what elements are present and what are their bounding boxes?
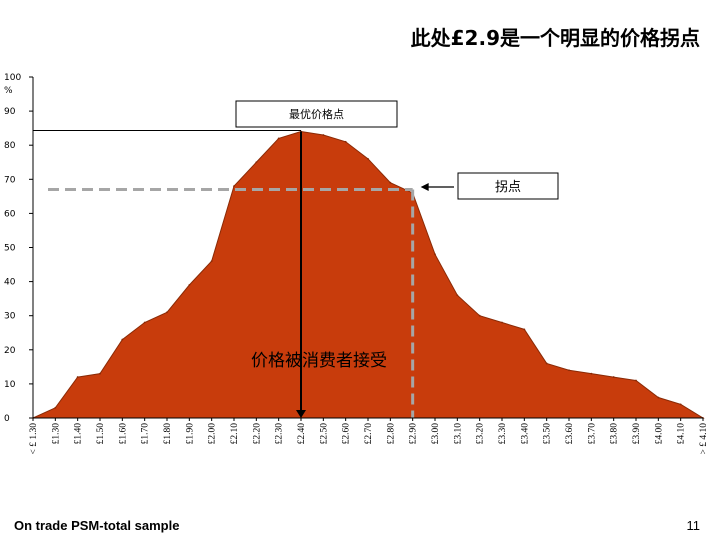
y-tick-label: 80 xyxy=(4,141,16,151)
optimal-arrow-head xyxy=(296,410,306,418)
x-tick-label: £3.00 xyxy=(431,423,441,445)
x-tick-label: £3.80 xyxy=(610,423,620,445)
data-point xyxy=(434,253,436,256)
y-tick-label: 20 xyxy=(4,346,16,356)
x-tick-label: £1.50 xyxy=(96,423,106,445)
x-tick-label: £1.60 xyxy=(118,423,128,445)
y-tick-label: 90 xyxy=(4,107,16,117)
data-point xyxy=(612,376,615,378)
data-point xyxy=(590,372,593,375)
x-tick-label: £3.90 xyxy=(632,423,642,445)
data-point xyxy=(367,157,369,160)
y-tick-label: 0 xyxy=(4,414,10,424)
optimal-label: 最优价格点 xyxy=(289,107,344,121)
x-tick-label: £3.20 xyxy=(476,423,486,445)
data-point xyxy=(76,376,79,378)
x-tick-label: £2.00 xyxy=(208,423,218,445)
x-tick-label: £3.70 xyxy=(587,423,597,445)
data-point xyxy=(99,372,101,375)
y-tick-label: 30 xyxy=(4,312,16,322)
acceptance-area xyxy=(32,131,705,419)
x-tick-label: £1.70 xyxy=(141,423,151,445)
x-tick-label: £1.80 xyxy=(163,423,173,445)
data-point xyxy=(523,328,526,331)
y-axis-unit-label: % xyxy=(4,86,13,96)
area-layer xyxy=(32,130,705,419)
inflection-arrow-head xyxy=(420,183,429,191)
data-point xyxy=(679,403,682,406)
data-point xyxy=(389,181,392,184)
x-tick-label: £1.30 xyxy=(51,423,61,445)
x-tick-label: £2.60 xyxy=(342,423,352,445)
y-tick-label: 70 xyxy=(4,175,16,185)
y-tick-label: 100 xyxy=(4,73,21,83)
x-tick-label: £2.30 xyxy=(275,423,285,445)
data-point xyxy=(143,321,146,324)
x-tick-label: > £ 4.10 xyxy=(699,423,709,455)
x-tick-label: £1.40 xyxy=(74,423,84,445)
x-axis-ticks: < £ 1.30 £1.30 £1.40 £1.50 £1.60 £1.70 £1.80 £1… xyxy=(29,418,709,454)
x-tick-label: < £ 1.30 xyxy=(29,423,39,455)
x-tick-label: £4.10 xyxy=(677,423,687,445)
area-label: 价格被消费者接受 xyxy=(251,351,387,371)
y-tick-label: 60 xyxy=(4,209,16,219)
data-point xyxy=(501,321,503,324)
y-tick-label: 10 xyxy=(4,380,16,390)
data-point xyxy=(344,140,347,143)
x-tick-label: £2.20 xyxy=(252,423,262,445)
data-point xyxy=(635,379,637,382)
x-tick-label: £2.80 xyxy=(386,423,396,445)
inflection-label-box xyxy=(457,172,559,200)
x-tick-label: £1.90 xyxy=(185,423,195,445)
x-tick-label: £2.90 xyxy=(409,423,419,445)
x-tick-label: £3.30 xyxy=(498,423,508,445)
slide-title: 此处£2.9是一个明显的价格拐点 xyxy=(410,26,700,50)
y-tick-label: 50 xyxy=(4,244,16,254)
x-tick-label: £2.10 xyxy=(230,423,240,445)
data-point xyxy=(210,260,213,263)
data-point xyxy=(456,294,459,297)
data-point xyxy=(545,362,548,365)
x-tick-label: £2.50 xyxy=(319,423,329,445)
x-tick-label: £4.00 xyxy=(654,423,664,445)
x-tick-label: £2.70 xyxy=(364,423,374,445)
data-point xyxy=(54,406,57,409)
footer-note: On trade PSM-total sample xyxy=(14,518,180,533)
x-tick-label: £3.50 xyxy=(543,423,553,445)
x-tick-label: £3.60 xyxy=(565,423,575,445)
x-tick-label: £2.40 xyxy=(297,423,307,445)
y-axis-ticks: 0 10 20 30 40 50 60 70 80 90 100 xyxy=(4,73,33,424)
data-point xyxy=(233,185,235,188)
data-point xyxy=(322,134,325,136)
inflection-label: 拐点 xyxy=(495,180,521,195)
data-point xyxy=(166,311,168,314)
data-point xyxy=(478,314,481,317)
y-tick-label: 40 xyxy=(4,278,16,288)
x-tick-label: £3.10 xyxy=(453,423,463,445)
page-number: 11 xyxy=(686,518,701,533)
data-point xyxy=(657,396,660,399)
data-point xyxy=(255,161,258,164)
data-point xyxy=(121,338,124,341)
data-point xyxy=(277,137,280,140)
data-point xyxy=(568,369,570,372)
optimal-label-box xyxy=(235,100,398,128)
data-point xyxy=(188,284,191,286)
x-tick-label: £3.40 xyxy=(520,423,530,445)
